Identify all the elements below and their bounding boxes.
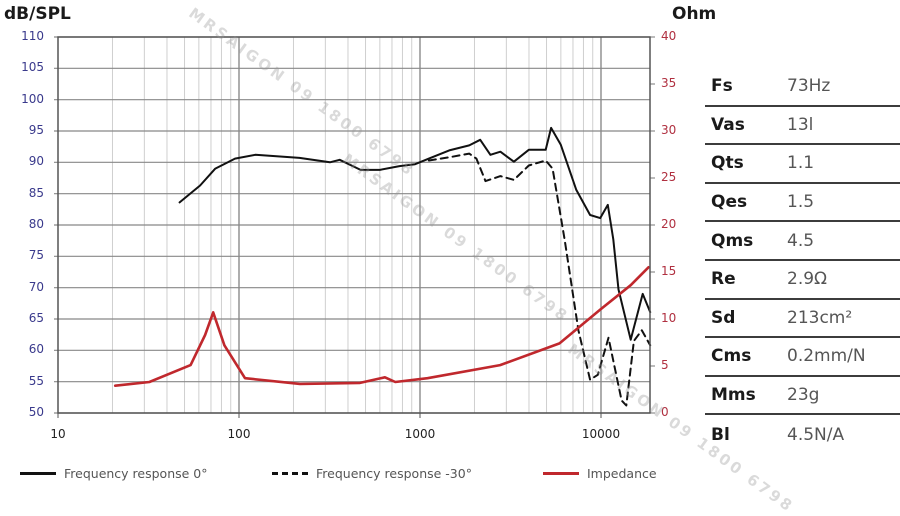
parameter-row-vas: Vas 13l (705, 107, 900, 146)
x-tick-label: 10 (50, 427, 66, 441)
parameter-name: Qts (711, 153, 744, 174)
parameter-value: 13l (787, 114, 814, 135)
legend-item-0deg: Frequency response 0° (20, 466, 208, 481)
parameter-value: 1.1 (787, 153, 815, 174)
left-tick-label: 90 (28, 154, 44, 169)
series-line-1 (427, 152, 652, 407)
parameter-row-qes: Qes 1.5 (705, 184, 900, 223)
parameter-value: 23g (787, 385, 820, 406)
parameter-value: 2.9Ω (787, 269, 828, 290)
parameter-name: Fs (711, 76, 733, 97)
legend-label: Frequency response -30° (316, 466, 472, 481)
parameter-row-qms: Qms 4.5 (705, 222, 900, 261)
right-tick-label: 5 (661, 358, 669, 372)
left-tick-label: 65 (28, 311, 44, 325)
right-tick-label: 30 (661, 123, 677, 137)
parameter-row-mms: Mms 23g (705, 377, 900, 416)
parameter-value: 213cm² (787, 307, 853, 328)
curves (113, 126, 652, 407)
red-line-swatch-icon (543, 472, 579, 475)
dashed-line-swatch-icon (272, 472, 308, 475)
legend-item-impedance: Impedance (543, 466, 657, 481)
x-tick-label: 1000 (404, 427, 436, 441)
parameter-name: Qes (711, 192, 748, 213)
left-tick-label: 50 (28, 405, 44, 419)
right-tick-label: 25 (661, 170, 677, 184)
parameter-row-cms: Cms 0.2mm/N (705, 338, 900, 377)
parameter-row-fs: Fs 73Hz (705, 68, 900, 107)
left-tick-label: 55 (28, 373, 44, 388)
parameter-name: Re (711, 269, 736, 290)
parameters-table: Fs 73Hz Vas 13l Qts 1.1 Qes 1.5 Qms 4.5 Re 2.9Ω Sd 21… (705, 68, 900, 454)
parameter-row-qts: Qts 1.1 (705, 145, 900, 184)
parameter-value: 1.5 (787, 192, 815, 213)
parameter-name: Qms (711, 230, 754, 251)
right-axis-title: Ohm (672, 4, 717, 24)
parameter-row-bl: Bl 4.5N/A (705, 415, 900, 454)
parameter-name: Bl (711, 424, 730, 445)
left-tick-label: 95 (28, 123, 44, 137)
legend-item-minus30deg: Frequency response -30° (272, 466, 472, 481)
left-tick-label: 60 (28, 342, 44, 357)
parameter-value: 4.5 (787, 230, 815, 251)
right-tick-label: 40 (661, 29, 677, 43)
right-tick-label: 15 (661, 264, 677, 278)
solid-line-swatch-icon (20, 472, 56, 475)
parameter-name: Mms (711, 385, 756, 406)
chart-plot (54, 36, 655, 418)
parameter-name: Cms (711, 346, 752, 367)
series-line-2 (113, 265, 650, 388)
left-tick-label: 80 (28, 217, 44, 231)
parameter-row-re: Re 2.9Ω (705, 261, 900, 300)
parameter-value: 4.5N/A (787, 424, 845, 445)
x-tick-label: 100 (227, 427, 251, 441)
legend-label: Frequency response 0° (64, 466, 208, 481)
left-tick-label: 105 (21, 60, 44, 75)
legend-label: Impedance (587, 466, 657, 481)
left-tick-label: 85 (28, 185, 44, 200)
left-tick-label: 100 (21, 91, 44, 106)
right-tick-label: 10 (661, 311, 677, 325)
x-tick-label: 10000 (581, 427, 621, 441)
parameter-value: 0.2mm/N (787, 346, 866, 367)
chart-legend: Frequency response 0° Frequency response… (0, 466, 700, 484)
parameter-name: Sd (711, 307, 736, 328)
left-tick-label: 70 (28, 279, 44, 294)
left-tick-label: 75 (28, 248, 44, 263)
left-axis-title: dB/SPL (4, 4, 71, 24)
left-tick-label: 110 (21, 29, 44, 43)
series-line-0 (178, 126, 652, 341)
right-tick-label: 20 (661, 217, 677, 231)
parameter-name: Vas (711, 114, 745, 135)
parameter-row-sd: Sd 213cm² (705, 300, 900, 339)
parameter-value: 73Hz (787, 76, 831, 97)
right-tick-label: 35 (661, 76, 677, 90)
right-tick-label: 0 (661, 405, 669, 419)
plot-frame (57, 36, 651, 414)
